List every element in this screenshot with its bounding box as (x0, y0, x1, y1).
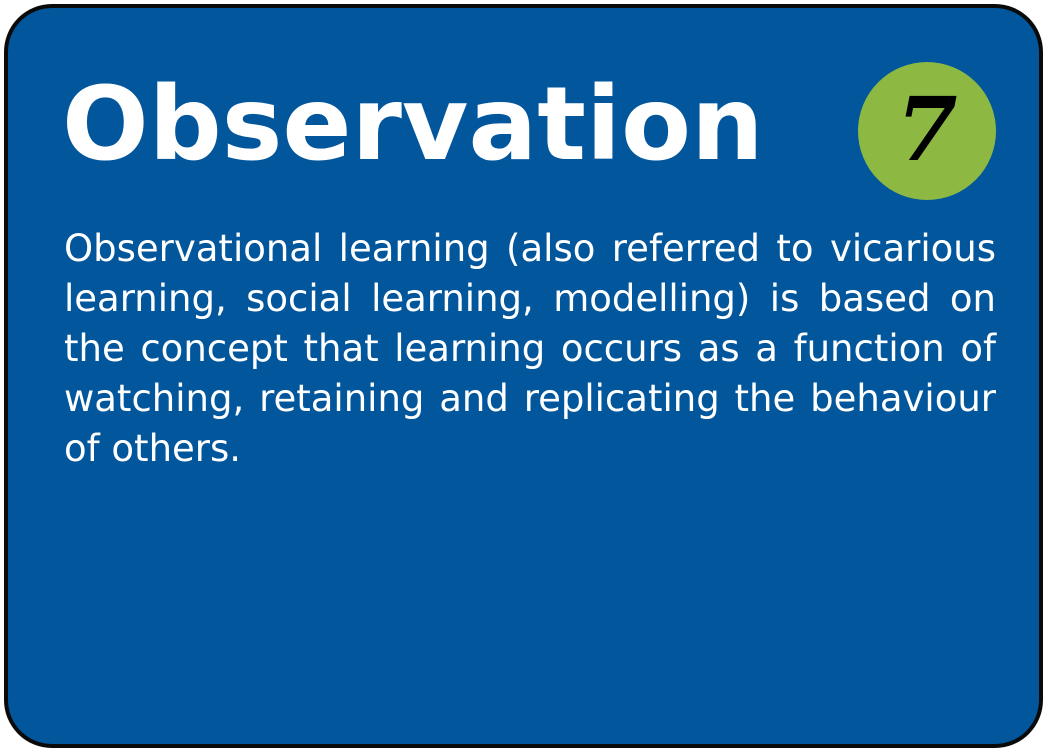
concept-card: Observation 7 Observational learning (al… (4, 4, 1043, 748)
card-title: Observation (62, 65, 764, 184)
card-number-badge: 7 (858, 62, 996, 200)
card-description: Observational learning (also referred to… (64, 227, 996, 470)
card-number: 7 (896, 77, 958, 181)
